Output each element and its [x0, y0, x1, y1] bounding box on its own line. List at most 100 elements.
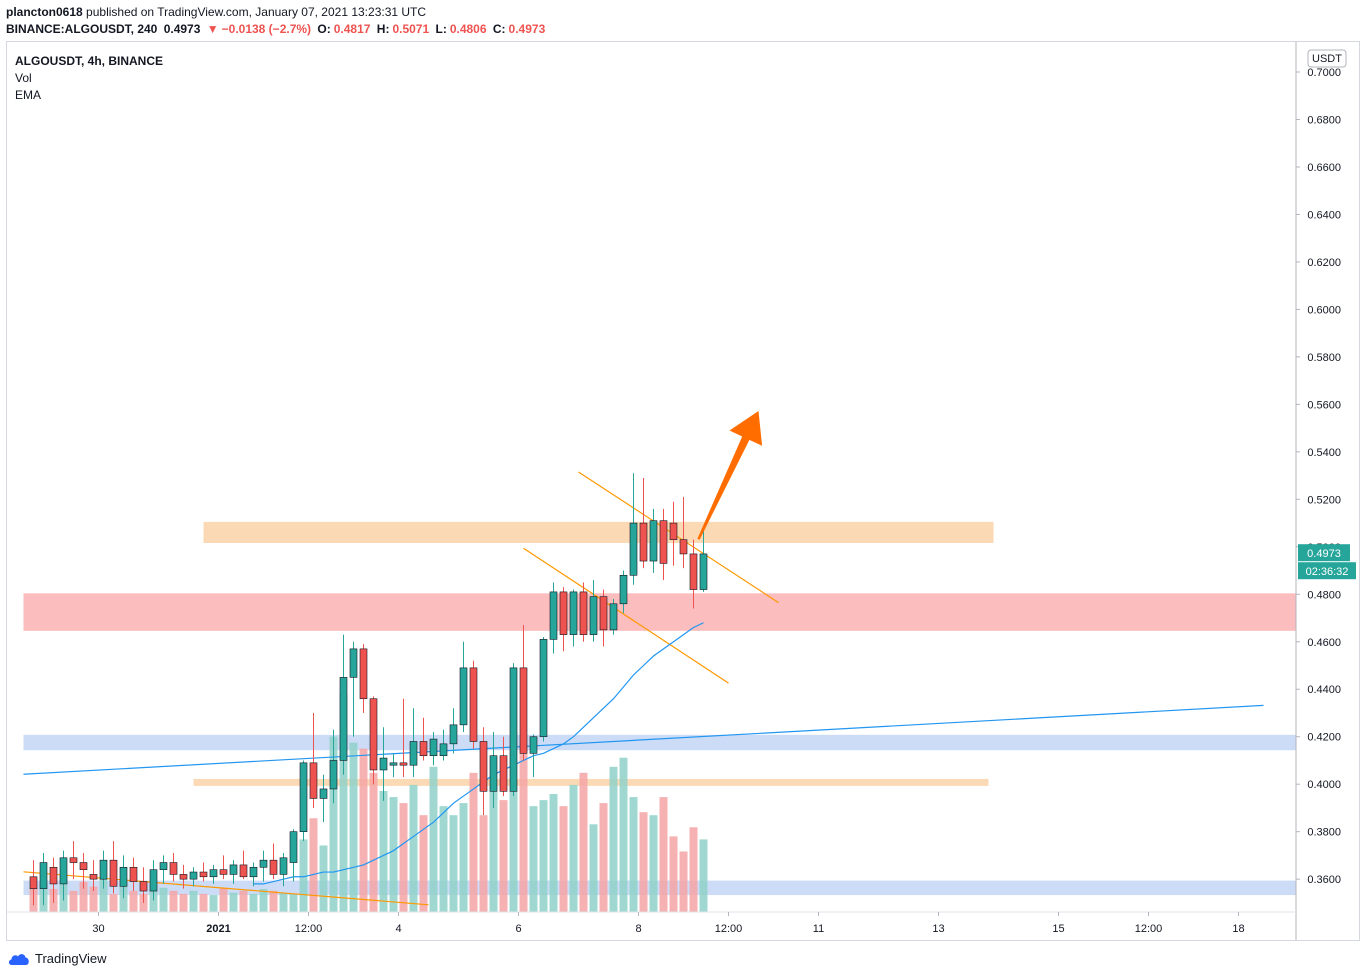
volume-bar [249, 893, 258, 912]
candle [299, 760, 308, 842]
symbol-ohlc-line: BINANCE:ALGOUSDT, 240 0.4973 ▼ −0.0138 (−… [6, 22, 548, 36]
volume-bar [509, 791, 518, 912]
volume-bar [679, 851, 688, 912]
candle-body [429, 738, 438, 757]
volume-bar [109, 893, 118, 912]
time-tick-label: 2021 [206, 923, 230, 935]
candle [279, 853, 288, 887]
volume-bar [379, 791, 388, 912]
close-label: C: [492, 22, 506, 36]
candle-body [309, 762, 318, 799]
legend-ema[interactable]: EMA [15, 88, 42, 102]
candle-body [259, 859, 268, 868]
volume-bar [289, 893, 298, 912]
time-tick-label: 18 [1232, 923, 1244, 935]
candles-layer [29, 473, 708, 906]
candle [409, 708, 418, 778]
candle [489, 731, 498, 808]
candle-body [659, 520, 668, 564]
tradingview-cloud-icon [8, 953, 29, 965]
candle [59, 850, 68, 901]
candle-body [359, 648, 368, 700]
candle [529, 734, 538, 778]
candle [169, 853, 178, 882]
candle-body [299, 762, 308, 832]
volume-bar [669, 836, 678, 912]
price-tick-label: 0.5200 [1307, 494, 1341, 506]
candle [249, 862, 258, 887]
candle-body [119, 866, 128, 887]
currency-box [1307, 49, 1347, 68]
volume-bar [369, 772, 378, 912]
volume-bar [639, 812, 648, 912]
price-tick-label: 0.6600 [1307, 162, 1341, 174]
volume-bar [129, 890, 138, 912]
candle-body [549, 591, 558, 640]
candle-body [529, 736, 538, 754]
candle-body [49, 866, 58, 885]
volume-bar [139, 893, 148, 912]
candle [459, 641, 468, 732]
candle-body [609, 603, 618, 631]
volume-bar [339, 694, 348, 912]
candle [519, 625, 528, 761]
candle-body [279, 857, 288, 875]
candle [439, 729, 448, 761]
volume-bar [69, 890, 78, 912]
candle-body [459, 667, 468, 726]
candle-body [479, 741, 488, 792]
candle-body [389, 762, 398, 766]
volume-bar [239, 890, 248, 912]
candle-body [339, 677, 348, 761]
candle [379, 727, 388, 801]
candle-body [159, 862, 168, 870]
volume-bar [619, 757, 628, 912]
chart-legend: ALGOUSDT, 4h, BINANCE Vol EMA [15, 53, 163, 104]
legend-vol[interactable]: Vol [15, 71, 32, 85]
time-tick-label: 4 [395, 923, 401, 935]
volume-bar [319, 845, 328, 912]
time-tick-label: 12:00 [1135, 923, 1163, 935]
tradingview-logo[interactable]: TradingView [7, 951, 107, 966]
volume-bar [449, 815, 458, 912]
volume-bar [119, 884, 128, 912]
volume-bar [219, 887, 228, 912]
volume-bar [439, 806, 448, 912]
candle-body [489, 755, 498, 792]
candle [509, 663, 518, 797]
price-tick-label: 0.3600 [1307, 874, 1341, 886]
candle-body [349, 648, 358, 678]
volume-layer [29, 694, 708, 912]
candle [49, 857, 58, 903]
author-name[interactable]: plancton0618 [6, 5, 83, 19]
price-tick-label: 0.6000 [1307, 304, 1341, 316]
candle-body [679, 539, 688, 555]
time-tick-label: 11 [813, 923, 824, 935]
price-tick-label: 0.4600 [1307, 637, 1341, 649]
symbol-line: BINANCE:ALGOUSDT, 240 [6, 22, 158, 36]
last-price-label: 0.4973 [1307, 548, 1341, 560]
volume-bar [519, 742, 528, 912]
volume-bar [579, 772, 588, 912]
candle [159, 855, 168, 884]
candle-body [99, 859, 108, 880]
candle [179, 864, 188, 889]
candle [679, 496, 688, 569]
volume-bar [329, 736, 338, 912]
candle [359, 644, 368, 713]
time-tick-label: 12:00 [295, 923, 323, 935]
volume-bar [359, 748, 368, 912]
candle-body [169, 862, 178, 875]
support-line-orange-lower [193, 778, 989, 786]
volume-bar [609, 766, 618, 912]
candle-body [249, 866, 258, 878]
candle-body [239, 864, 248, 878]
countdown-tag [1298, 562, 1356, 580]
candle [619, 570, 628, 614]
candle-body [139, 881, 148, 892]
candle-body [189, 871, 198, 880]
up-arrow-icon [697, 411, 763, 540]
close-value: 0.4973 [508, 22, 546, 36]
legend-symbol[interactable]: ALGOUSDT, 4h, BINANCE [15, 54, 164, 68]
